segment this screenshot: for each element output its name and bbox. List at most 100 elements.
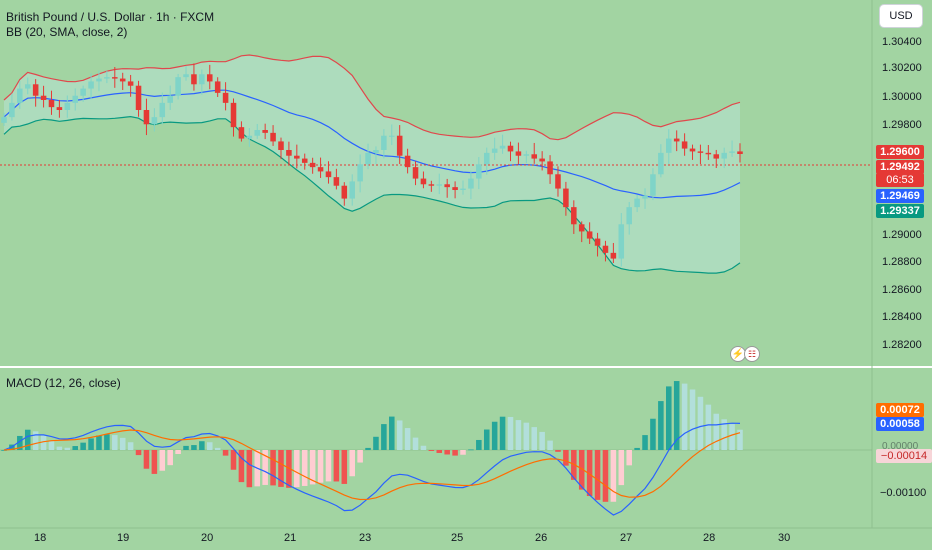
histogram-bar [373,436,379,450]
candle-body [705,152,712,155]
bar-countdown-tag: 06:53 [876,173,924,187]
candle-body [444,184,450,188]
candle-body [254,130,261,136]
histogram-bar [404,428,411,450]
candle-body [341,185,348,199]
histogram-bar [673,381,680,450]
price-tick: 1.28600 [882,284,922,296]
candle-body [222,92,229,103]
chart-title[interactable]: British Pound / U.S. Dollar · 1h · FXCM [6,10,215,24]
bollinger-middle-band [3,89,741,199]
candle-body [214,81,221,93]
histogram-bar [389,416,395,450]
histogram-bar [349,450,355,477]
candle-body [159,102,166,118]
histogram-bar [618,450,625,486]
candle-body [586,231,593,239]
histogram-bar [88,438,94,450]
candle-body [468,178,474,189]
candle-body [713,154,720,159]
histogram-bar [230,450,237,470]
price-tick: 1.30000 [882,91,922,103]
lower-band-tag: 1.29337 [876,204,924,218]
histogram-bar [634,447,640,450]
candle-body [135,85,142,110]
macd-indicator-label[interactable]: MACD (12, 26, close) [6,376,121,390]
candle-body [436,184,443,186]
histogram-bar [681,383,688,450]
histogram-bar [737,429,743,450]
candle-body [199,74,205,85]
histogram-bar [301,450,308,486]
candle-body [24,84,31,89]
candle-body [119,78,126,82]
histogram-bar [214,447,221,450]
time-label: 20 [201,532,214,544]
currency-button[interactable]: USD [879,4,923,28]
candle-body [571,207,577,225]
time-label: 23 [359,532,372,544]
bb-indicator-label[interactable]: BB (20, SMA, close, 2) [6,25,128,39]
candle-body [333,177,340,186]
candle-body [56,107,63,110]
price-tick: 1.30400 [882,36,922,48]
candle-body [578,224,585,232]
histogram-bar [80,442,86,450]
macd-histogram [1,381,743,502]
histogram-bar [278,450,284,487]
candle-body [175,77,181,96]
time-label: 27 [620,532,633,544]
histogram-bar [721,419,727,450]
histogram-bar [199,441,205,450]
histogram-bar [40,435,47,450]
candle-body [64,102,71,110]
histogram-bar [452,450,458,456]
price-tick: 1.29000 [882,229,922,241]
candle-body [365,152,371,165]
candle-body [32,84,39,96]
candle-body [483,152,490,165]
histogram-bar [365,447,371,450]
histogram-bar [436,450,443,453]
candle-body [104,77,110,79]
histogram-bar [428,450,435,451]
candle-body [80,88,86,96]
histogram-bar [729,424,735,450]
candle-body [563,188,569,208]
candle-body [270,132,276,142]
candle-body [499,145,506,149]
histogram-bar [507,416,514,450]
price-tick: 1.28200 [882,339,922,351]
histogram-bar [341,450,348,484]
histogram-bar [270,450,276,486]
candle-body [412,167,419,179]
histogram-bar [151,450,158,474]
candle-body [531,154,538,159]
histogram-bar [610,450,617,502]
candle-body [317,167,324,172]
macd-signal-tag: 0.00072 [876,403,924,417]
candles [1,63,743,267]
histogram-bar [594,450,601,500]
macd-line [3,422,741,516]
upper-band-tag: 1.29600 [876,145,924,159]
histogram-bar [262,450,268,485]
candle-body [515,151,522,156]
candle-body [602,245,609,253]
candle-body [40,95,47,100]
candle-body [721,152,727,159]
candle-body [151,117,158,125]
histogram-bar [286,450,292,488]
candle-body [206,74,213,82]
histogram-bar [381,424,387,450]
candle-body [191,74,197,85]
price-tick: 1.28400 [882,311,922,323]
histogram-bar [602,450,609,502]
macd-signal-line [3,429,741,501]
candle-body [594,238,601,246]
candle-body [420,178,427,185]
candle-body [278,141,284,150]
histogram-bar [499,416,506,450]
us-flag-icon[interactable]: ☷ [744,346,760,362]
